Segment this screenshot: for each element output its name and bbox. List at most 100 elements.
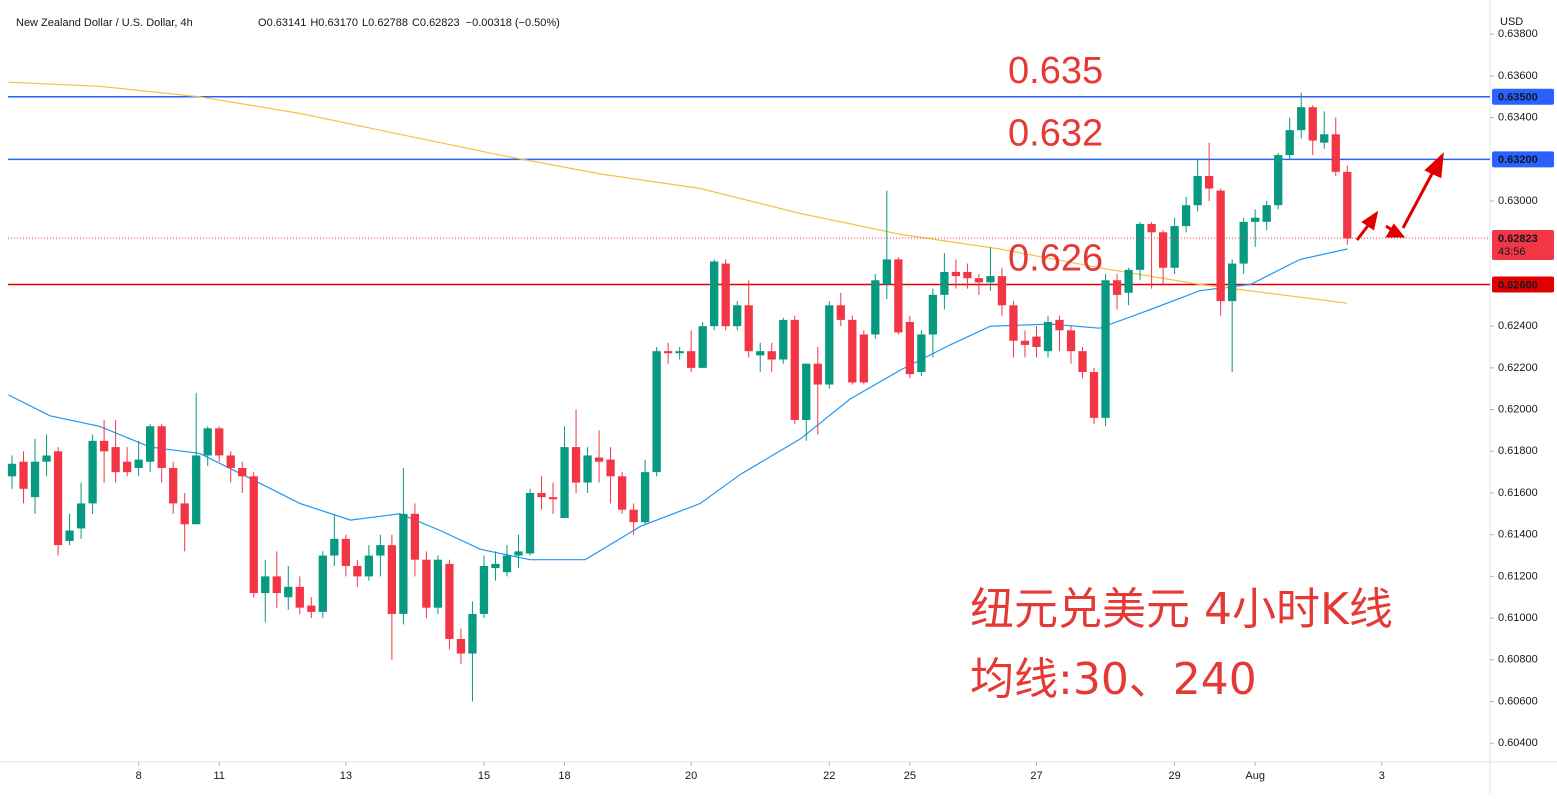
- candle-body: [88, 440, 97, 504]
- y-tick-label: 0.63400: [1498, 112, 1538, 124]
- candle-body: [1147, 223, 1156, 233]
- candle-body: [951, 271, 961, 277]
- candle-body: [53, 451, 63, 546]
- x-tick-label: 8: [136, 770, 142, 782]
- candle-body: [1158, 232, 1168, 268]
- candle-body: [169, 467, 178, 504]
- candle-body: [733, 305, 742, 327]
- candle-body: [364, 555, 374, 577]
- candle-body: [1320, 134, 1329, 143]
- candle-body: [836, 305, 845, 320]
- x-tick-label: 22: [823, 770, 835, 782]
- plot: [7, 81, 1490, 702]
- candle-body: [1066, 330, 1076, 352]
- candle-body: [640, 472, 650, 523]
- candle-body: [859, 334, 868, 383]
- candle-body: [65, 530, 74, 541]
- candle-body: [433, 559, 443, 608]
- candle-body: [1262, 205, 1271, 222]
- currency: USD: [1500, 16, 1523, 28]
- level-badge-label: 0.63500: [1498, 92, 1538, 104]
- candle-body: [122, 461, 132, 473]
- candle-body: [525, 492, 535, 554]
- x-tick-label: 3: [1379, 770, 1385, 782]
- candle-body: [560, 447, 569, 519]
- candle-body: [42, 455, 51, 462]
- candle-body: [7, 463, 17, 477]
- candle-body: [848, 319, 857, 383]
- y-tick-label: 0.60800: [1498, 654, 1538, 666]
- ohlc-key: O: [258, 17, 267, 29]
- candle-body: [594, 457, 604, 462]
- candle-body: [963, 271, 972, 279]
- arrow-head: [1424, 152, 1444, 179]
- candle-body: [1193, 176, 1202, 206]
- candle-body: [871, 280, 880, 335]
- candle-body: [1020, 340, 1030, 345]
- candle-body: [744, 305, 753, 352]
- candle-body: [617, 476, 627, 510]
- x-tick-label: 11: [214, 770, 225, 782]
- candle-body: [422, 559, 431, 608]
- y-tick-label: 0.61200: [1498, 570, 1538, 582]
- arrow: [1401, 169, 1436, 229]
- candle-body: [226, 455, 235, 468]
- candle-body: [1228, 263, 1237, 302]
- candle-body: [284, 586, 293, 598]
- candle-body: [974, 278, 984, 283]
- ohlc-value: 0.63170: [318, 17, 358, 29]
- candle-body: [192, 455, 201, 525]
- candle-body: [399, 513, 408, 614]
- candle-body: [687, 351, 696, 368]
- candle-body: [894, 259, 903, 333]
- header: New Zealand Dollar / U.S. Dollar, 4h O 0.…: [16, 17, 560, 29]
- candle-body: [468, 613, 477, 654]
- candle-body: [986, 276, 995, 283]
- candle-body: [1043, 321, 1053, 352]
- countdown: 43:56: [1498, 246, 1526, 258]
- candle-body: [756, 351, 765, 356]
- candle-body: [491, 563, 500, 569]
- level-badge-label: 0.63200: [1498, 154, 1538, 166]
- candle-body: [1078, 351, 1087, 373]
- arrow-head: [1385, 223, 1406, 238]
- candle-body: [698, 326, 707, 368]
- x-tick-label: 27: [1030, 770, 1042, 782]
- caption: 纽元兑美元 4小时K线: [970, 584, 1393, 635]
- candle-body: [779, 319, 788, 360]
- level-note: 0.635: [1008, 50, 1103, 92]
- x-tick-label: 18: [558, 770, 570, 782]
- candle-body: [940, 271, 949, 295]
- candle-body: [410, 513, 420, 560]
- candle-body: [353, 565, 362, 577]
- candle-body: [341, 538, 350, 566]
- candle-body: [571, 447, 581, 483]
- level-note: 0.626: [1008, 237, 1103, 279]
- candle-body: [606, 459, 615, 477]
- ohlc-key: H: [310, 17, 318, 29]
- y-tick-label: 0.63600: [1498, 70, 1538, 82]
- arrow-head: [1361, 210, 1379, 231]
- candle-body: [1285, 130, 1294, 156]
- candle-body: [767, 351, 776, 360]
- ohlc-value: 0.62823: [420, 17, 460, 29]
- candle-body: [548, 497, 558, 500]
- candle-body: [249, 476, 258, 594]
- candle-body: [99, 440, 109, 452]
- y-tick-label: 0.61600: [1498, 487, 1538, 499]
- level-badge: [1492, 276, 1554, 293]
- candle-body: [629, 509, 638, 523]
- y-tick-label: 0.61000: [1498, 612, 1538, 624]
- candle-body: [180, 503, 189, 525]
- candle-body: [111, 447, 120, 473]
- candle-body: [445, 563, 454, 639]
- candle-body: [238, 467, 247, 477]
- candle-body: [1274, 155, 1283, 206]
- candle-body: [1297, 107, 1306, 131]
- candle-body: [825, 305, 834, 385]
- arrows: [1355, 152, 1444, 241]
- moving-average: [8, 248, 1348, 561]
- candle-body: [318, 555, 327, 612]
- candle-body: [307, 605, 316, 612]
- candle-body: [1308, 107, 1317, 141]
